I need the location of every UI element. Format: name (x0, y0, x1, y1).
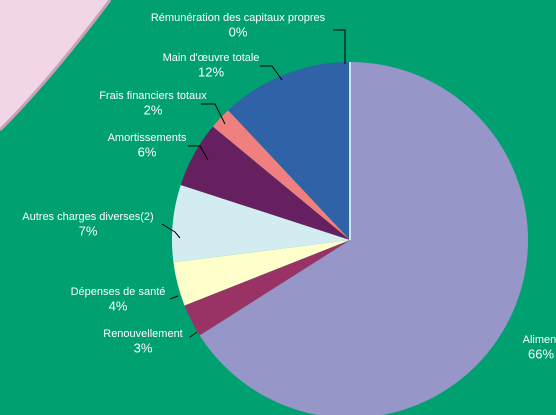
corner-edge (0, 0, 112, 132)
slice-label: Autres charges diverses(2) (22, 211, 153, 223)
slice-value: 6% (138, 144, 157, 159)
slice-value: 12% (198, 64, 224, 79)
pie-slice (172, 184, 350, 263)
pie-slice (180, 126, 350, 240)
pie-slice (184, 240, 350, 336)
leader-line (189, 331, 198, 338)
slice-label: Amortissements (108, 132, 187, 144)
slice-label: Frais financiers totaux (99, 90, 207, 102)
pie-slice (173, 240, 350, 306)
slice-value: 7% (79, 223, 98, 238)
slice-value: 2% (144, 102, 163, 117)
slice-label: Dépenses de santé (71, 286, 166, 298)
slice-value: 4% (109, 298, 128, 313)
leader-line (169, 295, 179, 300)
slice-label: Rémunération des capitaux propres (151, 12, 326, 24)
leader-line (188, 145, 209, 161)
leader-line (333, 29, 346, 64)
slice-value: 3% (134, 340, 153, 355)
slice-value: 66% (528, 346, 554, 361)
pie-slice (199, 62, 528, 415)
slice-label: Main d'œuvre totale (163, 52, 260, 64)
leader-line (161, 223, 181, 239)
slice-label: Renouvellement (103, 328, 183, 340)
slice-label: Aliment (523, 334, 556, 346)
leader-line (260, 65, 283, 81)
leader-line (201, 103, 226, 125)
pie-slice (212, 110, 350, 240)
slice-value: 0% (229, 24, 248, 39)
corner-decoration (0, 0, 110, 130)
pie-slice (228, 61, 350, 240)
